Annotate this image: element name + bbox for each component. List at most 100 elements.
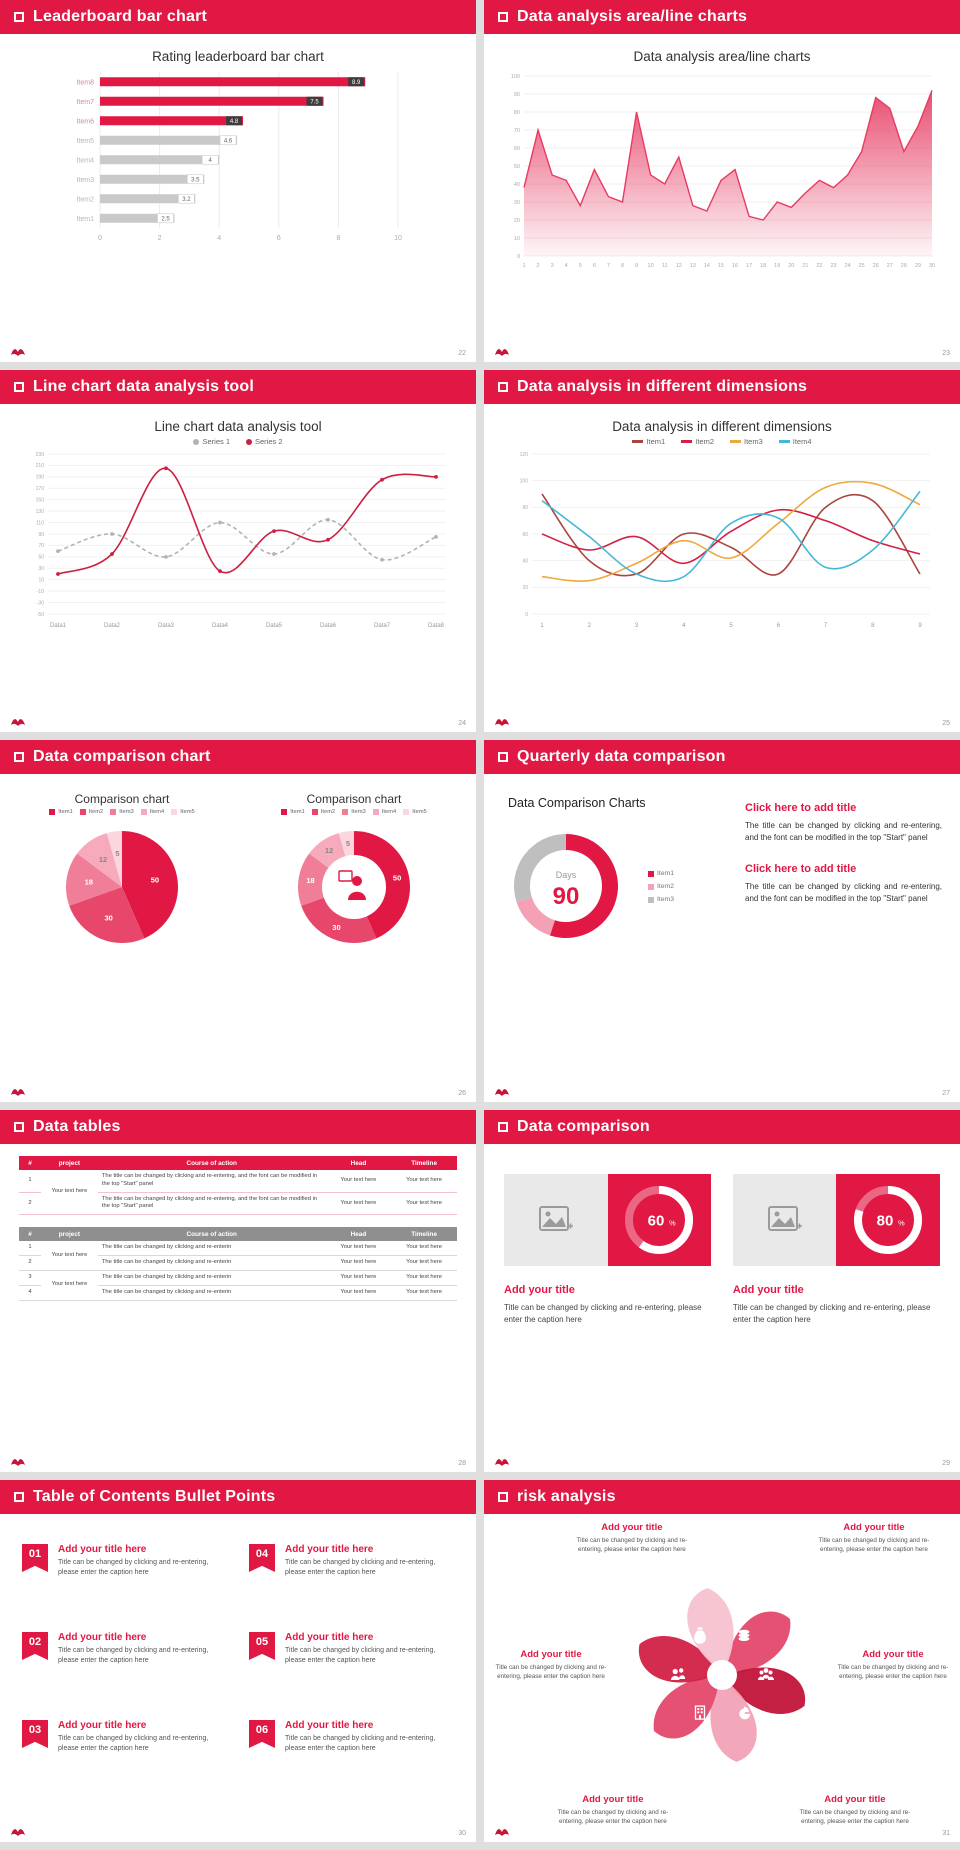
legend-label: Item5 xyxy=(180,809,195,815)
toc-caption: Title can be changed by clicking and re-… xyxy=(285,1559,436,1577)
bullet-square-icon xyxy=(14,382,24,392)
cell-num: 4 xyxy=(19,1285,41,1301)
pie-chart-panel: Comparison chart Item1 Item2 Item3 Item4… xyxy=(11,778,234,957)
svg-text:80: 80 xyxy=(877,1213,894,1230)
page-number: 29 xyxy=(942,1460,950,1467)
svg-text:25: 25 xyxy=(859,263,865,269)
svg-text:30: 30 xyxy=(332,923,340,932)
svg-text:8: 8 xyxy=(621,263,624,269)
table-row: 1 Your text here The title can be change… xyxy=(19,1241,457,1271)
svg-text:21: 21 xyxy=(802,263,808,269)
cell-head: Your text here xyxy=(325,1241,392,1257)
toc-caption: Title can be changed by clicking and re-… xyxy=(58,1735,209,1753)
cell-course: The title can be changed by clicking and… xyxy=(97,1270,326,1286)
slide-header: Table of Contents Bullet Points xyxy=(0,1480,476,1514)
slide-risk-analysis: risk analysis Add your title Title can b… xyxy=(484,1480,960,1842)
chart-legend: Series 1 Series 2 xyxy=(0,437,476,446)
svg-text:150: 150 xyxy=(36,498,45,504)
legend-label: Item1 xyxy=(290,809,305,815)
bullet-square-icon xyxy=(498,12,508,22)
svg-text:50: 50 xyxy=(151,876,159,885)
page-number: 22 xyxy=(458,350,466,357)
legend-swatch-icon xyxy=(140,809,147,815)
svg-text:6: 6 xyxy=(777,623,781,629)
legend-label: Item5 xyxy=(412,809,427,815)
col-header: Head xyxy=(325,1227,392,1242)
svg-text:0: 0 xyxy=(98,235,102,242)
block-title: Click here to add title xyxy=(745,862,857,875)
slide-comparison-charts: Data comparison chart Comparison chart I… xyxy=(0,740,476,1102)
svg-text:7.5: 7.5 xyxy=(310,100,319,106)
slide-line-chart-tool: Line chart data analysis tool Line chart… xyxy=(0,370,476,732)
team-icon xyxy=(758,1668,774,1680)
risk-caption: Title can be changed by clicking and re-… xyxy=(557,1808,669,1825)
svg-text:18: 18 xyxy=(85,877,93,886)
chart-title: Data Comparison Charts xyxy=(508,796,646,810)
number-badge: 01 xyxy=(22,1544,48,1572)
cell-course: The title can be changed by clicking and… xyxy=(97,1241,326,1257)
school-logo-icon xyxy=(10,1455,26,1467)
legend-swatch-icon xyxy=(342,809,349,815)
svg-text:23: 23 xyxy=(830,263,836,269)
risk-caption: Title can be changed by clicking and re-… xyxy=(576,1537,688,1554)
svg-text:0: 0 xyxy=(517,254,520,260)
svg-text:4: 4 xyxy=(209,158,213,164)
svg-text:90: 90 xyxy=(514,92,520,98)
bullet-square-icon xyxy=(498,1122,508,1132)
legend-label: Item1 xyxy=(58,809,73,815)
svg-text:4: 4 xyxy=(682,623,686,629)
slide-title: Table of Contents Bullet Points xyxy=(33,1488,276,1505)
svg-text:20: 20 xyxy=(522,585,528,591)
svg-text:%: % xyxy=(898,1219,905,1228)
svg-text:7: 7 xyxy=(607,263,610,269)
comparison-card: 80% Add your title Title can be changed … xyxy=(732,1174,940,1326)
svg-text:4: 4 xyxy=(217,235,221,242)
series-marker-icon xyxy=(193,438,200,445)
svg-text:50: 50 xyxy=(393,874,401,883)
toc-caption: Title can be changed by clicking and re-… xyxy=(285,1735,436,1753)
cell-timeline: Your text here xyxy=(391,1241,457,1257)
chart-title: Comparison chart xyxy=(306,792,402,806)
legend-swatch-icon xyxy=(403,809,410,815)
svg-text:17: 17 xyxy=(746,263,752,269)
risk-item: Add your title Title can be changed by c… xyxy=(565,1522,699,1554)
title-block: Click here to add title The title can be… xyxy=(745,863,942,906)
table-header-row: # project Course of action Head Timeline xyxy=(19,1227,457,1242)
chart-title: Line chart data analysis tool xyxy=(154,419,322,434)
toc-caption: Title can be changed by clicking and re-… xyxy=(58,1647,209,1665)
cell-head: Your text here xyxy=(325,1170,392,1193)
block-body: The title can be changed by clicking and… xyxy=(745,881,942,904)
page-number: 25 xyxy=(942,720,950,727)
presenter-icon xyxy=(338,870,366,900)
svg-text:4: 4 xyxy=(565,263,568,269)
svg-text:Data5: Data5 xyxy=(266,623,283,629)
toc-item: 06 Add your title here Title can be chang… xyxy=(249,1720,454,1800)
svg-text:8: 8 xyxy=(871,623,875,629)
slide-title: Data comparison xyxy=(517,1118,650,1135)
risk-title: Add your title xyxy=(862,1649,924,1661)
slide-header: Quarterly data comparison xyxy=(484,740,960,774)
legend-label: Item2 xyxy=(88,809,104,815)
legend-item2: Item2 xyxy=(681,437,714,446)
svg-text:10: 10 xyxy=(38,578,44,584)
svg-text:19: 19 xyxy=(774,263,780,269)
svg-text:80: 80 xyxy=(514,110,520,116)
toc-title: Add your title here xyxy=(58,1544,147,1555)
svg-text:Item7: Item7 xyxy=(76,99,94,106)
legend-label: Item3 xyxy=(744,437,763,446)
col-header: Head xyxy=(325,1156,392,1170)
legend-label: Item4 xyxy=(381,809,397,815)
cell-timeline: Your text here xyxy=(391,1285,457,1301)
slide-toc-bullets: Table of Contents Bullet Points 01 Add y… xyxy=(0,1480,476,1842)
slide-dimensions-line-chart: Data analysis in different dimensions Da… xyxy=(484,370,960,732)
toc-item: 03 Add your title here Title can be chang… xyxy=(22,1720,227,1800)
image-placeholder-icon xyxy=(504,1174,608,1266)
cell-project: Your text here xyxy=(40,1270,98,1301)
svg-text:2: 2 xyxy=(537,263,540,269)
svg-text:4.6: 4.6 xyxy=(224,139,233,145)
text-column: Click here to add title The title can be… xyxy=(737,782,944,959)
svg-text:8: 8 xyxy=(336,235,340,242)
svg-text:130: 130 xyxy=(36,509,45,515)
svg-text:5: 5 xyxy=(115,849,119,858)
